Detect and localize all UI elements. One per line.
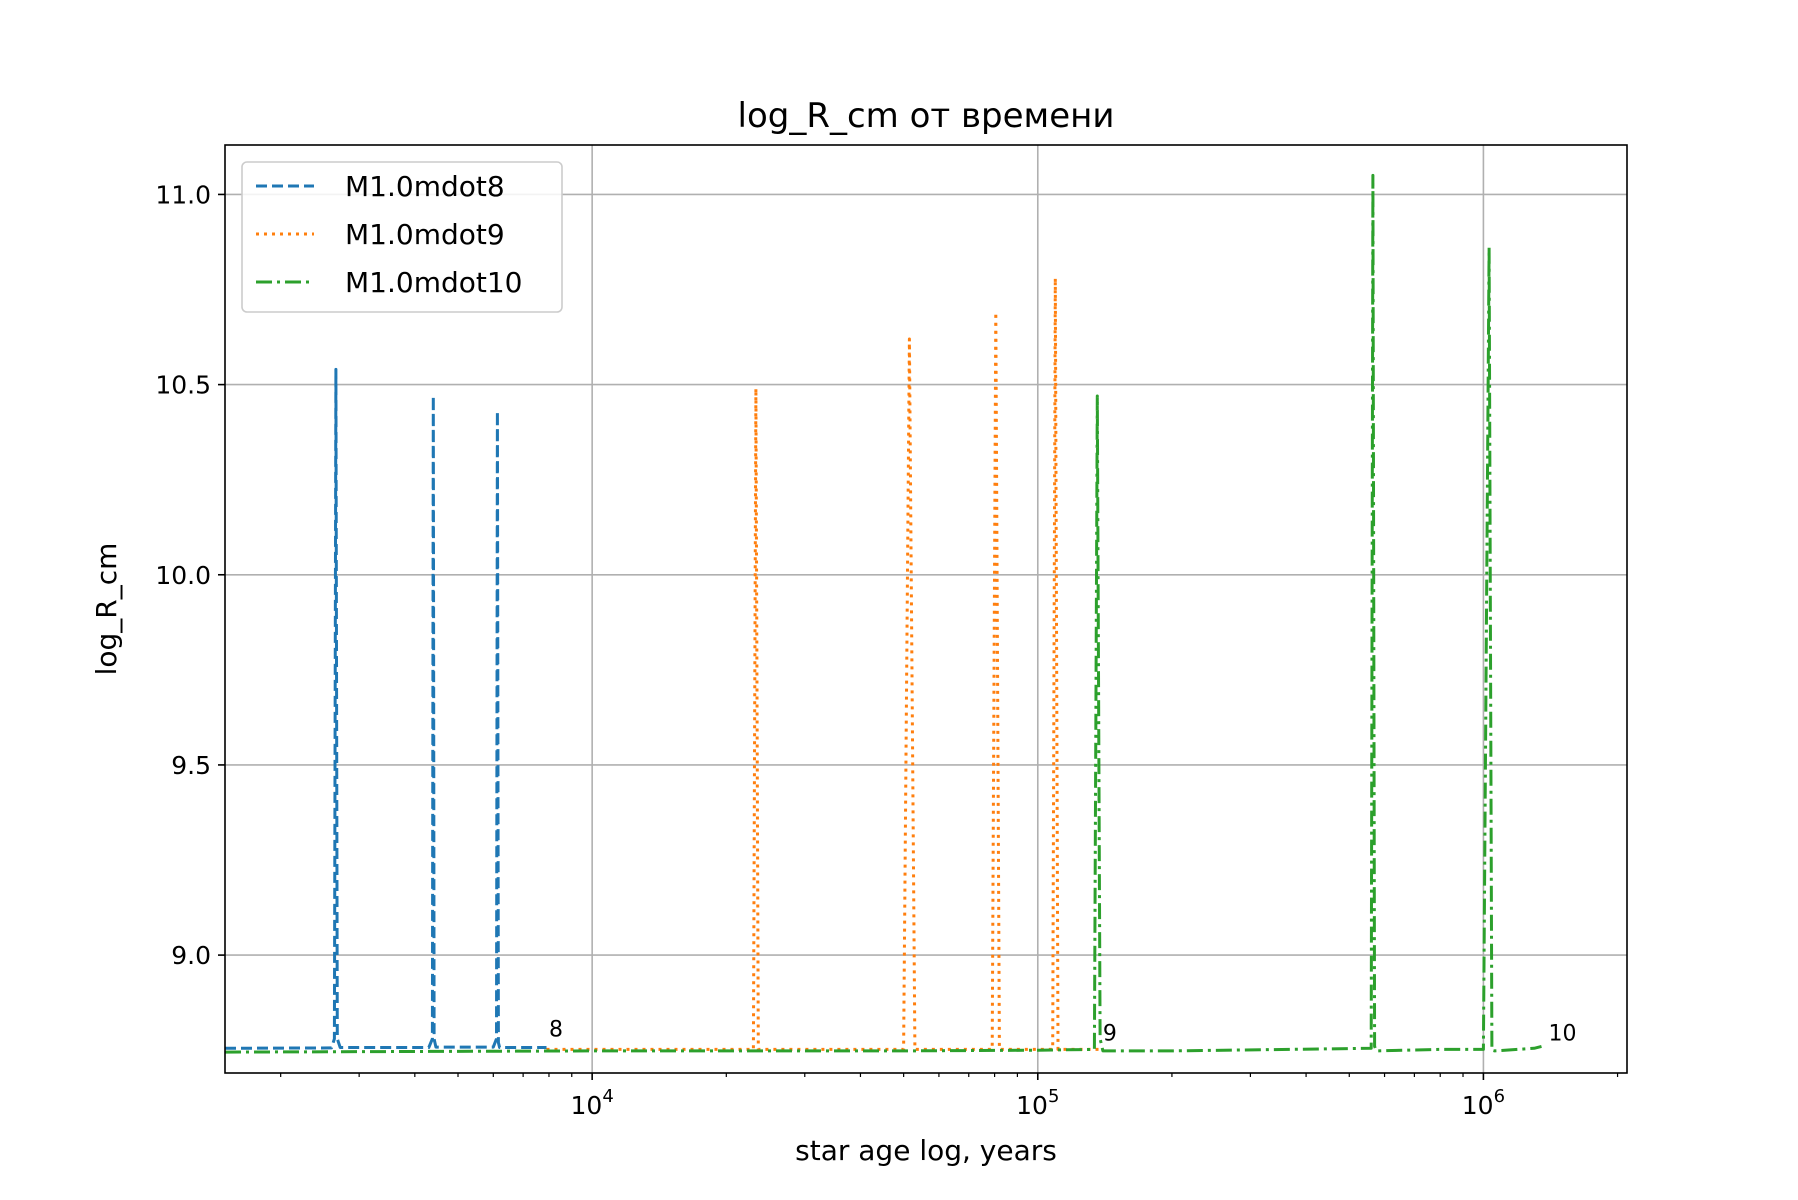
x-tick-label: 106 [1462, 1086, 1505, 1120]
y-tick-label: 9.5 [171, 751, 211, 780]
legend-label-m1-0mdot8: M1.0mdot8 [345, 170, 505, 203]
plot-series [224, 173, 1542, 1054]
series-line-m1-0mdot10 [224, 173, 1542, 1054]
legend-label-m1-0mdot9: M1.0mdot9 [345, 218, 505, 251]
x-tick-label: 105 [1016, 1086, 1059, 1120]
annotation-label: 10 [1549, 1021, 1577, 1046]
chart-title: log_R_cm от времени [738, 96, 1115, 136]
x-tick-label: 104 [571, 1086, 614, 1120]
y-tick-label: 10.0 [155, 561, 211, 590]
annotation-label: 9 [1103, 1021, 1117, 1046]
y-tick-label: 10.5 [155, 371, 211, 400]
annotation-label: 8 [549, 1018, 563, 1043]
plot-frame [224, 144, 1628, 1074]
y-tick-label: 9.0 [171, 941, 211, 970]
legend-label-m1-0mdot10: M1.0mdot10 [345, 266, 522, 299]
y-tick-label: 11.0 [155, 180, 211, 209]
series-line-m1-0mdot9 [546, 276, 1099, 1051]
legend-box [241, 161, 563, 313]
series-line-m1-0mdot8 [224, 367, 547, 1050]
axis-ticks: 9.0 9.5 10.0 10.5 11.0 104 105 106 [155, 180, 1619, 1120]
x-axis-label: star age log, years [795, 1134, 1057, 1167]
y-axis-label: log_R_cm [90, 543, 123, 676]
grid [225, 145, 1627, 1073]
legend: M1.0mdot8 M1.0mdot9 M1.0mdot10 [241, 161, 563, 313]
annotations: 8 9 10 [549, 1018, 1577, 1047]
